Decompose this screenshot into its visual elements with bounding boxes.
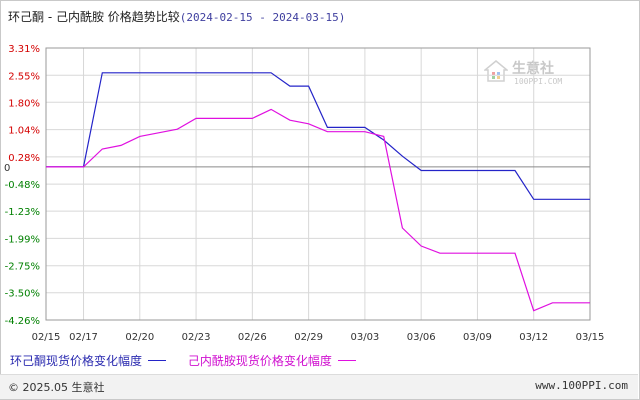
watermark-name: 生意社 bbox=[512, 61, 554, 77]
x-tick-label: 02/15 bbox=[32, 332, 61, 343]
y-tick-label: -4.26% bbox=[5, 316, 40, 327]
x-tick-label: 02/29 bbox=[294, 332, 323, 343]
x-tick-label: 02/26 bbox=[238, 332, 267, 343]
zero-label: 0 bbox=[4, 163, 10, 174]
legend-item-series2: 己内酰胺现货价格变化幅度 bbox=[188, 352, 356, 369]
chart-title: 环己酮 - 己内酰胺 价格趋势比较(2024-02-15 - 2024-03-1… bbox=[8, 8, 345, 25]
x-tick-label: 02/23 bbox=[182, 332, 211, 343]
legend-label-series1: 环己酮现货价格变化幅度 bbox=[10, 354, 143, 368]
legend-swatch-series1 bbox=[148, 360, 167, 361]
series-line-2 bbox=[46, 108, 590, 312]
title-text: 环己酮 - 己内酰胺 价格趋势比较 bbox=[8, 10, 180, 24]
plot-area-border bbox=[45, 47, 591, 321]
site-link[interactable]: www.100PPI.com bbox=[535, 379, 628, 392]
x-tick-label: 03/09 bbox=[463, 332, 492, 343]
watermark-url: 100PPI.COM bbox=[514, 77, 563, 86]
y-tick-label: -1.23% bbox=[5, 207, 40, 218]
y-tick-label: -3.50% bbox=[5, 289, 40, 300]
y-tick-label: 0.28% bbox=[8, 153, 40, 164]
y-tick-label: -1.99% bbox=[5, 234, 40, 245]
y-tick-label: 1.04% bbox=[8, 126, 40, 137]
y-tick-label: 2.55% bbox=[8, 71, 40, 82]
footer: © 2025.05 生意社 www.100PPI.com bbox=[0, 374, 638, 399]
legend: 环己酮现货价格变化幅度 己内酰胺现货价格变化幅度 bbox=[10, 352, 374, 369]
copyright: © 2025.05 生意社 bbox=[8, 381, 105, 394]
house-logo-icon bbox=[484, 60, 508, 82]
y-tick-label: -2.75% bbox=[5, 262, 40, 273]
date-range: (2024-02-15 - 2024-03-15) bbox=[179, 11, 346, 24]
x-tick-label: 02/17 bbox=[69, 332, 98, 343]
x-tick-label: 03/15 bbox=[576, 332, 605, 343]
legend-label-series2: 己内酰胺现货价格变化幅度 bbox=[187, 354, 332, 368]
x-tick-label: 03/12 bbox=[519, 332, 548, 343]
x-tick-label: 03/06 bbox=[407, 332, 436, 343]
x-tick-label: 02/20 bbox=[125, 332, 154, 343]
legend-swatch-series2 bbox=[337, 360, 356, 361]
legend-item-series1: 环己酮现货价格变化幅度 bbox=[10, 352, 167, 369]
series-line-1 bbox=[46, 72, 590, 200]
line-chart: 3.31% 2.55% 1.80% 1.04% 0.28% -0.48% -1.23% -1.… bbox=[4, 44, 605, 343]
x-tick-label: 03/03 bbox=[350, 332, 379, 343]
y-tick-label: -0.48% bbox=[5, 180, 40, 191]
y-tick-label: 1.80% bbox=[8, 98, 40, 109]
y-tick-label: 3.31% bbox=[8, 44, 40, 55]
watermark: 生意社 100PPI.COM bbox=[484, 58, 584, 98]
